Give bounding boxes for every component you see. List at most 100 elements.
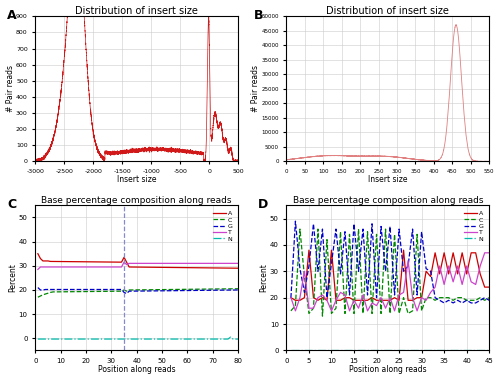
A (288, 295, 294, 300)
N (464, 348, 469, 353)
N (441, 348, 447, 353)
T (292, 309, 298, 313)
N (405, 348, 411, 353)
T (464, 264, 469, 268)
T (159, 261, 165, 266)
G (328, 261, 334, 266)
A (441, 250, 447, 255)
C (396, 311, 402, 316)
N (382, 348, 388, 353)
C (320, 314, 326, 318)
C (342, 311, 348, 316)
A (212, 266, 218, 270)
A (446, 272, 452, 276)
T (432, 285, 438, 290)
C (459, 295, 465, 300)
Text: D: D (258, 198, 268, 211)
Legend: A, C, G, T, N: A, C, G, T, N (210, 209, 235, 244)
A (346, 295, 352, 300)
G (374, 295, 380, 300)
N (172, 337, 178, 341)
N (324, 348, 330, 353)
N (154, 337, 160, 341)
T (302, 269, 308, 274)
Line: A: A (38, 254, 238, 268)
A (154, 265, 160, 269)
Line: T: T (291, 253, 489, 311)
T (288, 295, 294, 300)
T (378, 295, 384, 300)
Title: Base percentage composition along reads: Base percentage composition along reads (292, 196, 483, 204)
A (333, 298, 339, 302)
C (418, 309, 424, 313)
T (174, 261, 180, 266)
A (454, 272, 460, 276)
T (441, 282, 447, 287)
C (392, 232, 398, 237)
G (450, 301, 456, 305)
Line: T: T (38, 262, 238, 269)
G (166, 288, 172, 293)
A (35, 252, 41, 256)
N (446, 348, 452, 353)
N (35, 337, 41, 341)
G (342, 230, 348, 234)
Line: A: A (291, 250, 489, 300)
T (414, 309, 420, 313)
T (215, 261, 221, 266)
Text: C: C (7, 198, 16, 211)
G (356, 269, 362, 274)
Line: C: C (38, 289, 238, 297)
N (360, 348, 366, 353)
N (328, 348, 334, 353)
N (156, 337, 162, 341)
G (333, 227, 339, 231)
T (333, 298, 339, 302)
T (320, 293, 326, 297)
T (156, 261, 162, 266)
C (432, 298, 438, 302)
C (288, 309, 294, 313)
G (315, 269, 321, 274)
A (418, 295, 424, 300)
G (124, 291, 130, 296)
T (418, 295, 424, 300)
Title: Distribution of insert size: Distribution of insert size (76, 6, 198, 16)
G (215, 288, 221, 293)
C (315, 227, 321, 231)
N (346, 348, 352, 353)
G (410, 227, 416, 231)
N (468, 348, 474, 353)
A (414, 295, 420, 300)
A (436, 272, 442, 276)
Text: A: A (7, 9, 16, 22)
C (477, 295, 483, 300)
C (292, 303, 298, 308)
G (428, 269, 434, 274)
G (306, 264, 312, 268)
T (346, 309, 352, 313)
C (405, 311, 411, 316)
N (302, 348, 308, 353)
G (378, 224, 384, 229)
A (356, 298, 362, 302)
C (414, 232, 420, 237)
C (310, 306, 316, 310)
C (356, 227, 362, 231)
N (315, 348, 321, 353)
A (400, 248, 406, 252)
A (364, 298, 370, 302)
C (486, 295, 492, 300)
T (392, 309, 398, 313)
A (124, 260, 130, 264)
N (423, 348, 429, 353)
X-axis label: Position along reads: Position along reads (98, 366, 176, 374)
G (405, 264, 411, 268)
G (472, 301, 478, 305)
C (360, 311, 366, 316)
T (472, 282, 478, 287)
C (446, 295, 452, 300)
Y-axis label: Percent: Percent (260, 263, 268, 292)
N (477, 348, 483, 353)
N (450, 348, 456, 353)
